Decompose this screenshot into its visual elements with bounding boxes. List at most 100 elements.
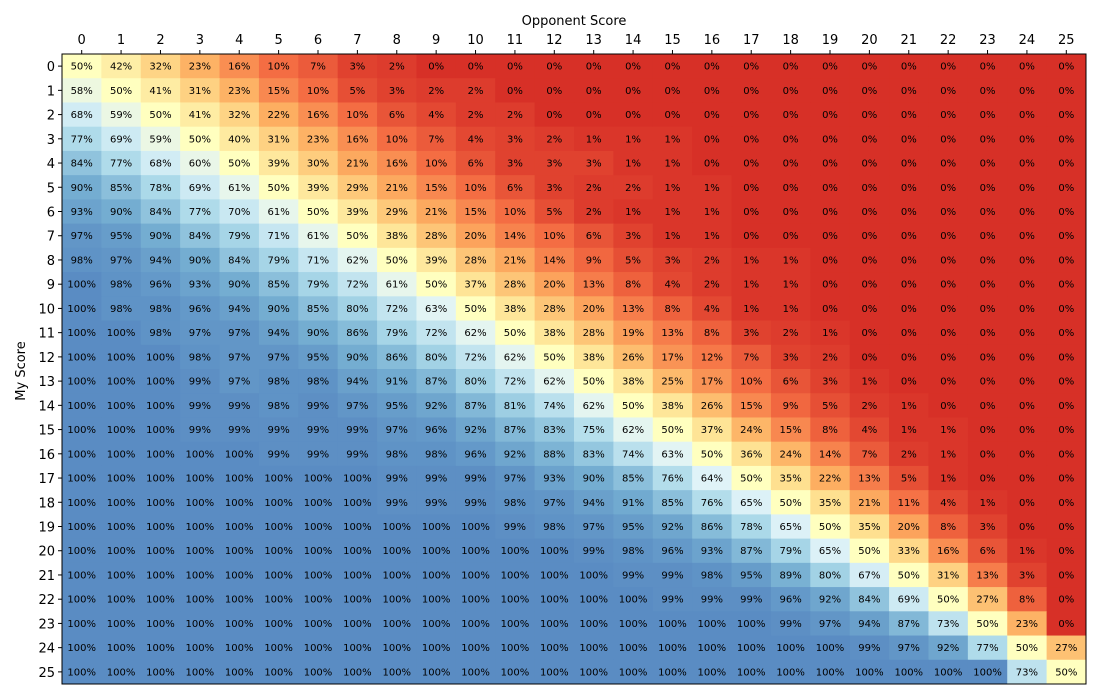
cell-value-label: 1%: [743, 280, 759, 291]
heatmap-cell: [1046, 635, 1087, 661]
heatmap-cell: [101, 296, 142, 322]
cell-value-label: 0%: [1058, 449, 1074, 460]
cell-value-label: 0%: [743, 110, 759, 121]
heatmap-cell: [770, 78, 811, 103]
heatmap-cell: [298, 611, 339, 637]
cell-value-label: 100%: [422, 619, 451, 630]
heatmap-cell: [810, 54, 851, 79]
cell-value-label: 76%: [701, 498, 723, 509]
cell-value-label: 100%: [146, 667, 175, 678]
heatmap-cell: [495, 296, 536, 322]
cell-value-label: 98%: [622, 546, 644, 557]
heatmap-cell: [140, 490, 181, 515]
heatmap-cell: [1007, 175, 1048, 200]
cell-value-label: 77%: [110, 159, 132, 170]
cell-value-label: 100%: [422, 570, 451, 581]
heatmap-cell: [1007, 514, 1048, 540]
heatmap-cell: [534, 320, 575, 346]
heatmap-cell: [928, 223, 969, 249]
cell-value-label: 27%: [1055, 643, 1077, 654]
heatmap-cell: [534, 369, 575, 394]
heatmap-cell: [731, 247, 772, 273]
cell-value-label: 50%: [267, 183, 289, 194]
cell-value-label: 100%: [501, 643, 530, 654]
cell-value-label: 99%: [583, 546, 605, 557]
heatmap-cell: [298, 296, 339, 322]
cell-value-label: 50%: [504, 328, 526, 339]
cell-value-label: 50%: [1055, 667, 1077, 678]
heatmap-cell: [416, 175, 457, 200]
heatmap-cell: [337, 490, 378, 515]
cell-value-label: 91%: [622, 498, 644, 509]
y-tick-label: 13: [38, 375, 55, 390]
heatmap-cell: [810, 417, 851, 443]
heatmap-cell: [337, 126, 378, 152]
cell-value-label: 94%: [228, 304, 250, 315]
heatmap-cell: [377, 102, 417, 128]
heatmap-cell: [258, 369, 299, 394]
cell-value-label: 98%: [110, 304, 132, 315]
cell-value-label: 0%: [1019, 86, 1035, 97]
heatmap-cell: [652, 296, 693, 322]
heatmap-cell: [967, 199, 1008, 225]
cell-value-label: 100%: [461, 570, 490, 581]
heatmap-cell: [62, 538, 102, 564]
cell-value-label: 97%: [228, 377, 250, 388]
cell-value-label: 96%: [149, 280, 171, 291]
cell-value-label: 1%: [625, 134, 641, 145]
cell-value-label: 0%: [1058, 134, 1074, 145]
cell-value-label: 3%: [743, 328, 759, 339]
heatmap-cell: [337, 538, 378, 564]
heatmap-cell: [1007, 54, 1048, 79]
heatmap-cell: [889, 223, 929, 249]
heatmap-cell: [613, 635, 654, 661]
cell-value-label: 71%: [267, 231, 289, 242]
heatmap-cell: [337, 320, 378, 346]
cell-value-label: 98%: [701, 570, 723, 581]
heatmap-cell: [416, 562, 457, 588]
heatmap-cell: [574, 417, 614, 443]
x-tick-label: 9: [432, 33, 440, 48]
cell-value-label: 0%: [861, 134, 877, 145]
cell-value-label: 20%: [543, 280, 565, 291]
cell-value-label: 7%: [861, 449, 877, 460]
heatmap-cell: [928, 199, 969, 225]
heatmap-cell: [377, 465, 417, 491]
cell-value-label: 99%: [464, 498, 486, 509]
heatmap-cell: [180, 441, 221, 467]
cell-value-label: 100%: [658, 643, 687, 654]
heatmap-cell: [258, 78, 299, 103]
cell-value-label: 1%: [980, 498, 996, 509]
heatmap-cell: [62, 417, 102, 443]
cell-value-label: 100%: [776, 643, 805, 654]
heatmap-cell: [455, 562, 496, 588]
heatmap-cell: [1046, 393, 1087, 418]
heatmap-cell: [455, 54, 496, 79]
heatmap-cell: [337, 441, 378, 467]
heatmap-cell: [298, 126, 339, 152]
heatmap-cell: [967, 272, 1008, 297]
heatmap-cell: [495, 175, 536, 200]
cell-value-label: 0%: [1058, 280, 1074, 291]
heatmap-cell: [889, 344, 929, 370]
heatmap-cell: [849, 465, 890, 491]
heatmap-cell: [298, 272, 339, 297]
cell-value-label: 89%: [779, 570, 801, 581]
heatmap-cell: [140, 514, 181, 540]
heatmap-cell: [1046, 514, 1087, 540]
heatmap-cell: [928, 441, 969, 467]
x-tick-label: 0: [78, 33, 86, 48]
heatmap-cell: [652, 102, 693, 128]
heatmap-cell: [180, 635, 221, 661]
heatmap-cell: [810, 659, 851, 685]
heatmap-cell: [62, 369, 102, 394]
heatmap-cell: [810, 78, 851, 103]
cell-value-label: 100%: [619, 619, 648, 630]
heatmap-cell: [574, 272, 614, 297]
heatmap-cell: [889, 441, 929, 467]
cell-value-label: 5%: [901, 474, 917, 485]
heatmap-cell: [258, 393, 299, 418]
heatmap-cell: [140, 344, 181, 370]
heatmap-cell: [692, 611, 733, 637]
heatmap-cell: [455, 272, 496, 297]
